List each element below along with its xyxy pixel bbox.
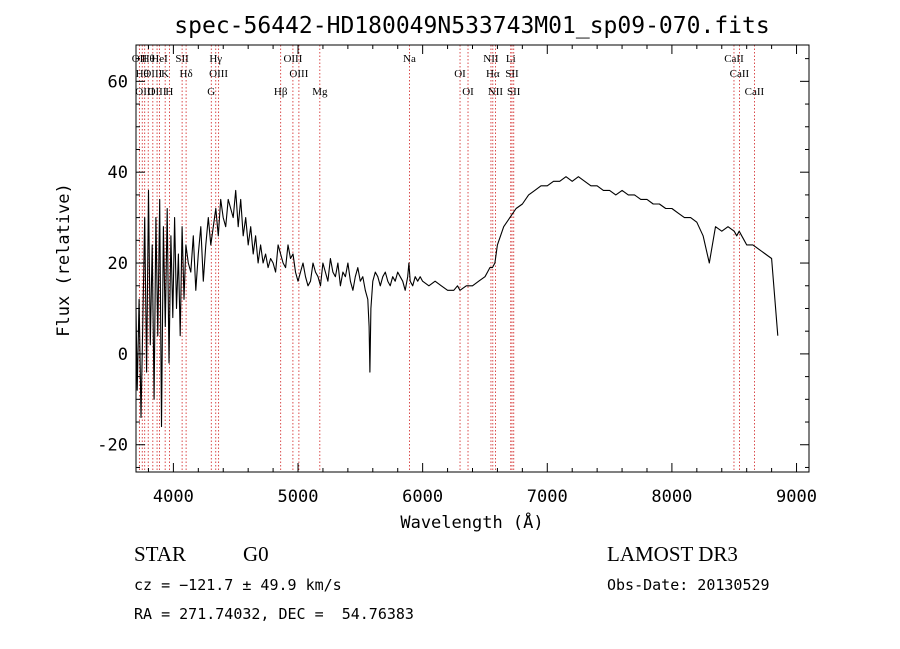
- spectral-line-label: OIII: [209, 68, 228, 80]
- x-tick-label: 9000: [776, 487, 817, 507]
- observation-date: Obs-Date: 20130529: [607, 576, 770, 594]
- spectral-line-label: CaII: [745, 86, 765, 98]
- spectral-line-label: NII: [488, 86, 504, 98]
- spectral-line-label: Hγ: [209, 53, 222, 65]
- spectral-line-label: Hθ: [142, 53, 155, 65]
- y-tick-label: 60: [108, 72, 128, 92]
- redshift-velocity: cz = −121.7 ± 49.9 km/s: [134, 576, 342, 594]
- y-tick-label: 20: [108, 254, 128, 274]
- y-axis-label: Flux (relative): [54, 183, 74, 337]
- spectral-line-markers: [138, 45, 755, 472]
- spectral-line-label: Li: [506, 53, 516, 65]
- spectral-line-label: NII: [483, 53, 499, 65]
- y-tick-label: 40: [108, 163, 128, 183]
- spectral-line-label: OIII: [283, 53, 302, 65]
- object-class: STAR: [134, 542, 186, 566]
- y-tick-label: -20: [97, 436, 128, 456]
- spectral-line-label: K: [161, 68, 169, 80]
- ra-dec: RA = 271.74032, DEC = 54.76383: [134, 605, 414, 623]
- spectral-line-label: OIII: [148, 86, 167, 98]
- spectral-line-label: CaII: [724, 53, 744, 65]
- x-tick-label: 8000: [651, 487, 692, 507]
- spectral-line-label: OIII: [289, 68, 308, 80]
- y-tick-label: 0: [118, 345, 128, 365]
- chart-title: spec-56442-HD180049N533743M01_sp09-070.f…: [174, 13, 769, 39]
- y-axis-ticks: -20 0 20 40 60: [97, 58, 809, 468]
- spectral-line-label: SII: [505, 68, 519, 80]
- spectral-line-label: SII: [175, 53, 189, 65]
- x-tick-label: 4000: [153, 487, 194, 507]
- spectral-line-label: OI: [454, 68, 466, 80]
- x-tick-label: 6000: [402, 487, 443, 507]
- spectral-line-label: HeI: [151, 53, 168, 65]
- spectral-line-label: Hδ: [180, 68, 193, 80]
- spectral-line-label: OIII: [143, 68, 162, 80]
- spectral-line-label: OIII: [135, 86, 154, 98]
- spectral-line-label: Mg: [312, 86, 328, 98]
- spectral-line-label: Hα: [486, 68, 500, 80]
- x-axis-ticks: 4000 5000 6000 7000 8000 9000: [147, 45, 817, 507]
- spectrum-line: [135, 176, 779, 428]
- spectral-line-label: SII: [507, 86, 521, 98]
- spectral-line-label: Hθ: [136, 68, 149, 80]
- survey-name: LAMOST DR3: [607, 542, 738, 566]
- object-subclass: G0: [243, 542, 269, 566]
- spectral-line-label: CaII: [730, 68, 750, 80]
- spectral-line-label: H: [165, 86, 173, 98]
- spectral-line-labels: OIIHθOIIIHθOIIIOIIIHeIKHSIIHδGHγOIIIHβOI…: [132, 53, 765, 98]
- spectral-line-label: OI: [462, 86, 474, 98]
- x-tick-label: 5000: [278, 487, 319, 507]
- spectral-line-label: Hβ: [274, 86, 288, 98]
- x-axis-label: Wavelength (Å): [400, 511, 543, 533]
- spectral-line-label: Na: [403, 53, 416, 65]
- spectral-line-label: G: [207, 86, 215, 98]
- x-tick-label: 7000: [527, 487, 568, 507]
